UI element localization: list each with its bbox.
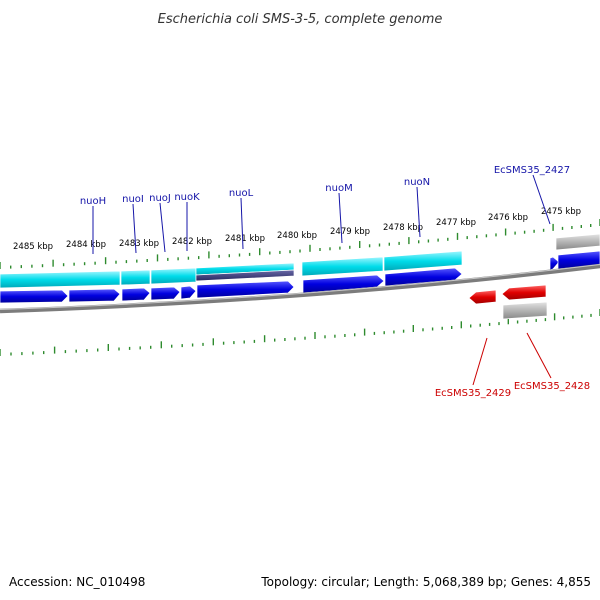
tick-label: 2477 kbp [436, 218, 476, 228]
gene-label-nuoL[interactable]: nuoL [229, 188, 254, 199]
tick-label: 2485 kbp [13, 242, 53, 252]
cds-feature[interactable] [150, 267, 197, 285]
cds-feature[interactable] [383, 250, 463, 272]
gene-label-nuoI[interactable]: nuoI [122, 194, 144, 205]
gene-label-nuoK[interactable]: nuoK [174, 192, 200, 203]
leader-line [132, 203, 137, 254]
gene-arrow-forward[interactable] [180, 285, 197, 300]
gene-arrow-forward[interactable] [121, 287, 151, 302]
gene-arrow-forward[interactable] [557, 250, 600, 270]
tick-label: 2483 kbp [119, 239, 159, 249]
pseudo-feature-reverse[interactable] [502, 301, 548, 320]
gene-label-nuoM[interactable]: nuoM [325, 183, 352, 194]
genome-backbone-highlight [0, 264, 600, 310]
genome-backbone [0, 263, 600, 314]
gene-arrow-reverse[interactable] [501, 284, 547, 301]
leader-line [526, 332, 552, 379]
gene-label-EcSMS35_2427[interactable]: EcSMS35_2427 [494, 165, 570, 176]
gene-arrow-reverse[interactable] [468, 289, 497, 305]
tick-label: 2479 kbp [330, 227, 370, 237]
leader-line [338, 192, 343, 244]
gene-arrow-forward[interactable] [549, 256, 560, 271]
cds-feature[interactable] [120, 269, 151, 286]
tick-label: 2481 kbp [225, 234, 265, 244]
gene-label-nuoH[interactable]: nuoH [80, 196, 106, 207]
tick-label: 2476 kbp [488, 213, 528, 223]
cds-feature[interactable] [0, 270, 121, 289]
gene-arrow-forward[interactable] [150, 286, 181, 301]
gene-track-forward [0, 250, 600, 304]
gene-label-EcSMS35_2429[interactable]: EcSMS35_2429 [435, 388, 511, 399]
tick-label: 2484 kbp [66, 240, 106, 250]
leader-line [532, 174, 551, 225]
cds-track [0, 233, 600, 289]
cds-feature[interactable] [301, 256, 384, 277]
gene-label-nuoJ[interactable]: nuoJ [149, 193, 171, 204]
gene-labels-top: nuoH nuoI nuoJ nuoK nuoL nuoM nuoN EcSMS… [80, 165, 570, 254]
leader-line [159, 202, 166, 253]
cds-feature-dark[interactable] [195, 269, 295, 282]
gene-arrow-forward[interactable] [384, 267, 463, 287]
gene-arrow-forward[interactable] [68, 288, 121, 303]
kbp-ruler-bottom [0, 309, 600, 356]
gene-arrow-forward[interactable] [0, 289, 69, 304]
leader-line [240, 197, 244, 250]
tick-label: 2480 kbp [277, 231, 317, 241]
tick-label: 2475 kbp [541, 207, 581, 217]
gene-labels-bottom: EcSMS35_2429 EcSMS35_2428 [435, 332, 590, 399]
kbp-ruler-labels: 2485 kbp 2484 kbp 2483 kbp 2482 kbp 2481… [13, 207, 581, 252]
tick-label: 2482 kbp [172, 237, 212, 247]
gene-label-EcSMS35_2428[interactable]: EcSMS35_2428 [514, 381, 590, 392]
genome-title: Escherichia coli SMS-3-5, complete genom… [158, 12, 443, 27]
leader-line [416, 186, 421, 238]
topology-summary: Topology: circular; Length: 5,068,389 bp… [260, 575, 591, 589]
pseudo-feature[interactable] [555, 233, 600, 251]
gene-label-nuoN[interactable]: nuoN [404, 177, 430, 188]
accession-text: Accession: NC_010498 [9, 575, 145, 589]
gene-arrow-forward[interactable] [196, 280, 295, 299]
leader-line [472, 337, 488, 386]
gene-track-reverse [468, 284, 548, 320]
kbp-ruler-top [0, 219, 600, 269]
tick-label: 2478 kbp [383, 223, 423, 233]
gene-arrow-forward[interactable] [302, 274, 385, 294]
